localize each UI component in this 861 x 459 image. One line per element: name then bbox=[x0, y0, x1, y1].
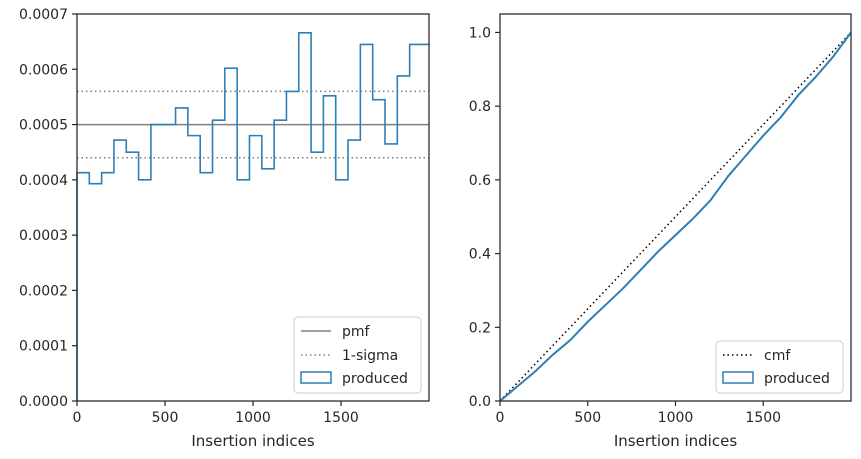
cmf-panel: 0 500 1000 1500 0.0 0.2 0.4 0.6 0.8 1.0 Insertio… bbox=[469, 13, 852, 450]
x-tick-label: 1500 bbox=[745, 410, 781, 426]
y-tick-label: 0.2 bbox=[469, 320, 491, 336]
cmf-line bbox=[499, 31, 852, 402]
y-tick-label: 0.6 bbox=[469, 173, 491, 189]
x-axis-label-left: Insertion indices bbox=[191, 432, 314, 450]
x-tick-label: 1000 bbox=[235, 410, 271, 426]
y-tick-label: 0.0004 bbox=[19, 173, 68, 189]
y-tick-label: 0.0007 bbox=[19, 7, 68, 23]
y-tick-label: 0.0 bbox=[469, 394, 491, 410]
x-axis-label-right: Insertion indices bbox=[614, 432, 737, 450]
x-axis-ticks-right: 0 500 1000 1500 bbox=[496, 401, 781, 426]
produced-cumulative-series bbox=[499, 31, 852, 402]
y-tick-label: 0.0000 bbox=[19, 394, 68, 410]
y-tick-label: 0.0002 bbox=[19, 283, 68, 299]
pmf-panel: 0 500 1000 1500 0.00000.00010.00020.00030.0… bbox=[19, 7, 430, 450]
x-tick-label: 1500 bbox=[323, 410, 359, 426]
legend-box bbox=[293, 316, 422, 394]
x-tick-label: 1000 bbox=[658, 410, 694, 426]
y-tick-label: 1.0 bbox=[469, 25, 491, 41]
legend-produced-label: produced bbox=[764, 371, 830, 387]
legend-sigma-label: 1-sigma bbox=[342, 348, 398, 364]
y-tick-label: 0.0006 bbox=[19, 62, 68, 78]
y-tick-label: 0.0005 bbox=[19, 118, 68, 134]
legend-produced-swatch bbox=[722, 371, 754, 384]
y-tick-label: 0.0001 bbox=[19, 339, 68, 355]
y-tick-label: 0.8 bbox=[469, 99, 491, 115]
legend-produced-swatch bbox=[300, 371, 332, 384]
x-tick-label: 500 bbox=[152, 410, 179, 426]
legend-box bbox=[715, 340, 844, 394]
y-tick-label: 0.4 bbox=[469, 247, 491, 263]
legend-right: cmf produced bbox=[715, 340, 844, 394]
sigma-lines bbox=[77, 90, 429, 159]
x-tick-label: 0 bbox=[73, 410, 82, 426]
x-axis-ticks-left: 0 500 1000 1500 bbox=[73, 401, 359, 426]
y-axis-ticks-right: 0.0 0.2 0.4 0.6 0.8 1.0 bbox=[469, 25, 500, 410]
legend-cmf-label: cmf bbox=[764, 348, 791, 364]
x-tick-label: 500 bbox=[574, 410, 601, 426]
produced-step-series bbox=[76, 31, 429, 401]
y-axis-ticks-left: 0.0000 0.0001 0.0002 0.0003 0.0004 0.0005 0.00… bbox=[19, 7, 77, 410]
y-tick-label: 0.0003 bbox=[19, 228, 68, 244]
legend-left: pmf 1-sigma produced bbox=[293, 316, 422, 394]
legend-pmf-label: pmf bbox=[342, 324, 371, 340]
legend-produced-label: produced bbox=[342, 371, 408, 387]
x-tick-label: 0 bbox=[496, 410, 505, 426]
